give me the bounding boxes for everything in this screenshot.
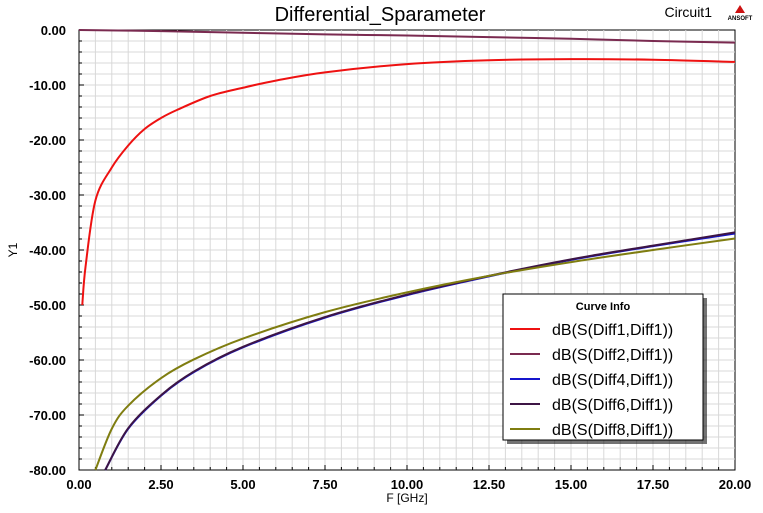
x-tick-label: 2.50 xyxy=(148,477,173,492)
y-tick-label: -10.00 xyxy=(29,78,66,93)
series-group xyxy=(78,29,736,471)
y-tick-label: -70.00 xyxy=(29,408,66,423)
x-tick-label: 12.50 xyxy=(473,477,506,492)
minor-ticks xyxy=(78,29,736,471)
y-axis-label: Y1 xyxy=(6,242,20,257)
x-tick-label: 7.50 xyxy=(312,477,337,492)
y-tick-labels: 0.00 -10.00 -20.00 -30.00 -40.00 -50.00 -60.00… xyxy=(29,23,66,478)
x-tick-label: 15.00 xyxy=(555,477,588,492)
circuit-label: Circuit1 xyxy=(665,4,713,20)
y-tick-label: -60.00 xyxy=(29,353,66,368)
x-tick-labels: 0.00 2.50 5.00 7.50 10.00 12.50 15.00 17.50 20.0… xyxy=(66,477,751,492)
y-tick-label: -50.00 xyxy=(29,298,66,313)
legend-item-label: dB(S(Diff1,Diff1)) xyxy=(552,322,673,339)
x-tick-label: 10.00 xyxy=(391,477,424,492)
legend-items: dB(S(Diff1,Diff1)) dB(S(Diff2,Diff1)) dB(S… xyxy=(510,322,673,439)
x-tick-label: 0.00 xyxy=(66,477,91,492)
legend-box xyxy=(502,293,704,441)
legend-item-label: dB(S(Diff4,Diff1)) xyxy=(552,372,673,389)
series-line-1 xyxy=(81,58,736,306)
y-tick-label: -20.00 xyxy=(29,133,66,148)
legend-item-label: dB(S(Diff8,Diff1)) xyxy=(552,422,673,439)
ansoft-logo: ANSOFT xyxy=(728,5,753,22)
legend-item-label: dB(S(Diff2,Diff1)) xyxy=(552,347,673,364)
legend: Curve Info dB(S(Diff1,Diff1)) dB(S(Diff2,… xyxy=(502,293,707,444)
legend-title: Curve Info xyxy=(576,301,631,313)
logo-text: ANSOFT xyxy=(728,16,753,22)
y-tick-label: -80.00 xyxy=(29,463,66,478)
chart-title: Differential_Sparameter xyxy=(275,4,486,26)
x-tick-label: 20.00 xyxy=(719,477,752,492)
y-tick-label: 0.00 xyxy=(41,23,66,38)
x-tick-label: 17.50 xyxy=(637,477,670,492)
x-tick-label: 5.00 xyxy=(230,477,255,492)
x-axis-label: F [GHz] xyxy=(386,491,427,505)
series-line-5 xyxy=(94,237,736,471)
series-line-2 xyxy=(78,29,736,44)
series-line-4 xyxy=(104,231,736,471)
legend-item-label: dB(S(Diff6,Diff1)) xyxy=(552,397,673,414)
y-tick-label: -40.00 xyxy=(29,243,66,258)
y-tick-label: -30.00 xyxy=(29,188,66,203)
